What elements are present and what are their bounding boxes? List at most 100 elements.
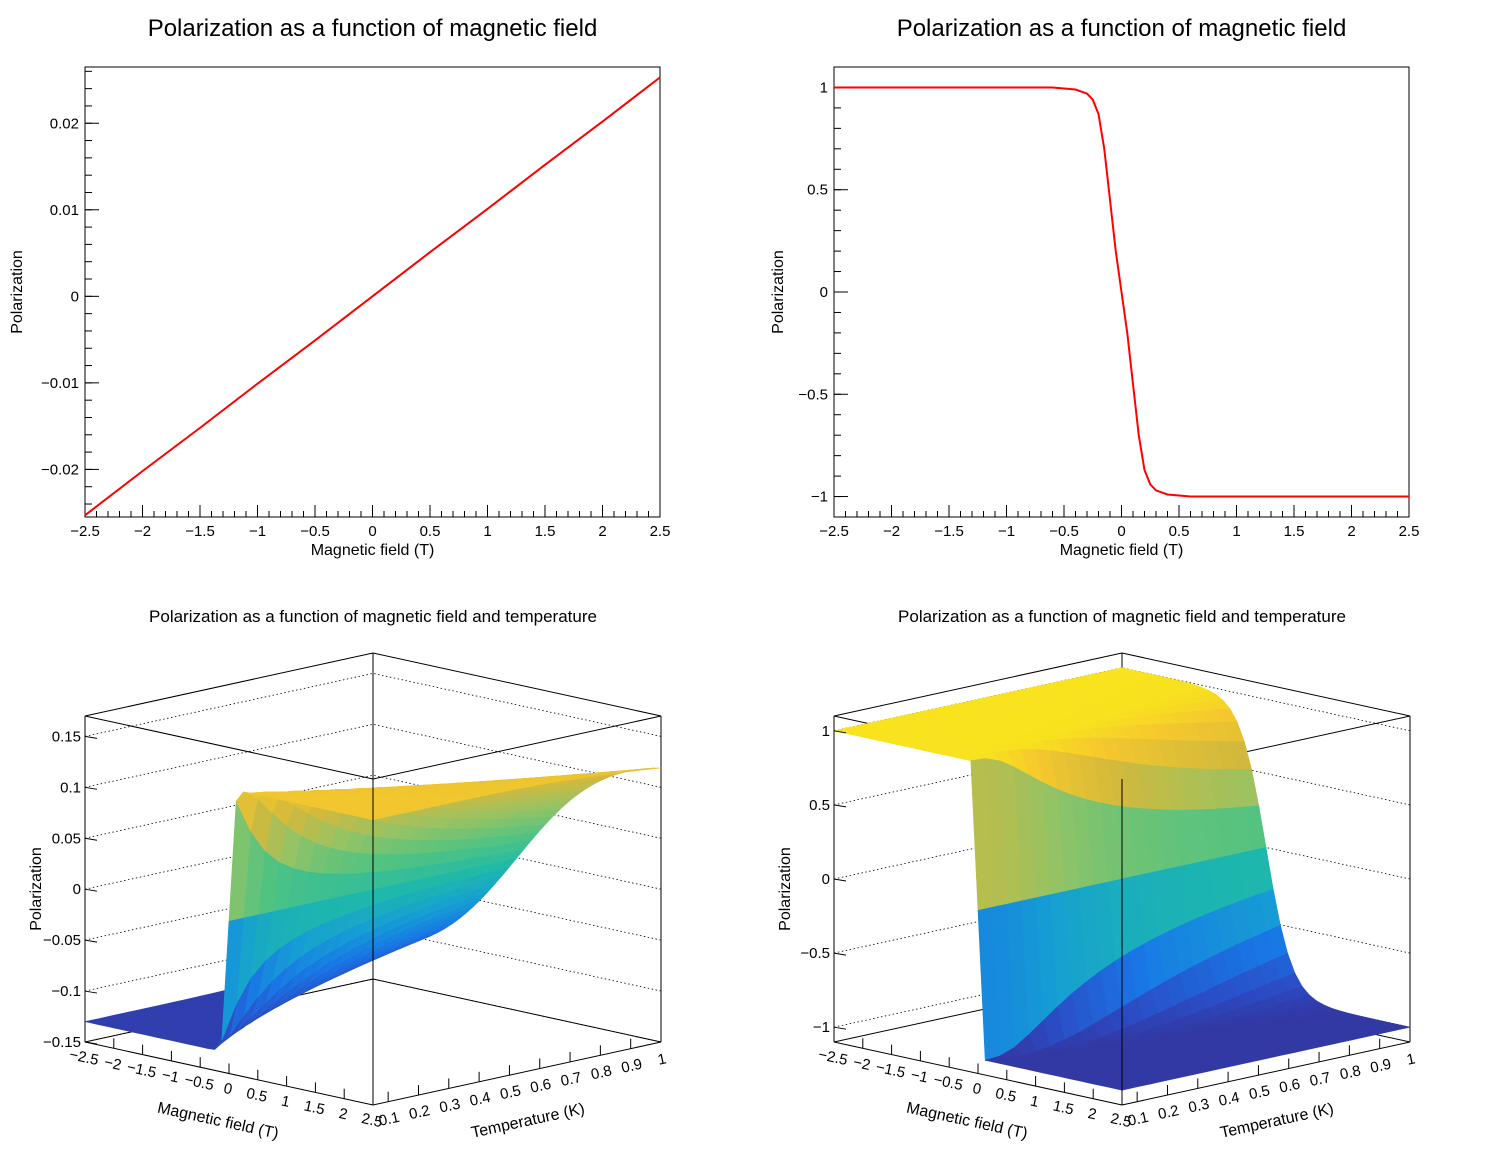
panel-top-right-line-chart: Polarization as a function of magnetic f… (770, 15, 1419, 559)
y-tick-label: 0.2 (408, 1102, 432, 1123)
z-major-tick (84, 1041, 98, 1045)
z-tick-label: 0.05 (52, 830, 81, 847)
z-tick-label: −0.5 (800, 945, 830, 962)
y-tick-label: −0.01 (41, 375, 79, 392)
x-tick-label: −0.5 (300, 523, 330, 540)
x-tick-label: 0 (368, 523, 376, 540)
chart-title: Polarization as a function of magnetic f… (898, 607, 1346, 626)
x-tick-label: −2 (852, 1054, 872, 1074)
y-tick-label: 0.4 (468, 1089, 492, 1110)
surface-patch (1114, 1085, 1137, 1091)
y-tick-label: −0.5 (798, 386, 828, 403)
x-tick-label: −2 (134, 523, 151, 540)
x-tick-label: −0.5 (1049, 523, 1079, 540)
z-tick-label: 0 (822, 871, 830, 888)
x-tick-label: −2 (883, 523, 900, 540)
chart-title: Polarization as a function of magnetic f… (897, 15, 1347, 42)
z-major-tick (833, 878, 847, 882)
y-tick-label: 0.1 (377, 1109, 401, 1130)
x-tick-label: −1.5 (185, 523, 215, 540)
y-tick-label: 0.5 (807, 182, 828, 199)
z-tick-label: 1 (822, 723, 830, 740)
y-tick-label: −1 (811, 489, 828, 506)
x-tick-label: 0 (971, 1080, 983, 1098)
x-tick-label: −0.5 (183, 1071, 216, 1094)
y-tick-label: −0.02 (41, 461, 79, 478)
y-tick-label: 0 (820, 284, 828, 301)
x-tick-label: −1 (160, 1066, 180, 1086)
chart-title: Polarization as a function of magnetic f… (149, 607, 597, 626)
x-tick-label: −0.5 (932, 1071, 965, 1094)
z-axis-label: Polarization (777, 847, 794, 931)
z-major-tick (833, 730, 847, 734)
y-tick-label: 0.6 (1278, 1076, 1302, 1097)
z-axis-label: Polarization (28, 847, 45, 931)
surface-patch (365, 814, 388, 821)
x-axis-label: Magnetic field (T) (311, 542, 435, 559)
x-tick-label: 0.5 (245, 1085, 269, 1106)
front-edge (372, 1041, 662, 1106)
x-tick-label: 2.5 (650, 523, 671, 540)
x-tick-label: 1 (280, 1093, 292, 1111)
y-tick-label: 0.8 (1338, 1062, 1362, 1083)
box-edge (833, 652, 1123, 717)
x-tick-label: −2 (103, 1054, 123, 1074)
y-tick-label: 0.6 (529, 1076, 553, 1097)
z-major-tick (84, 786, 98, 790)
y-tick-label: 1 (1405, 1050, 1417, 1068)
y-tick-label: 0.3 (1187, 1095, 1211, 1116)
box-edge (84, 652, 374, 717)
y-tick-label: 0.2 (1157, 1102, 1181, 1123)
x-tick-label: 0.5 (994, 1085, 1018, 1106)
y-tick-label: 1 (820, 79, 828, 96)
x-tick-label: 1.5 (1284, 523, 1305, 540)
x-tick-label: 0 (222, 1080, 234, 1098)
z-tick-label: 0.5 (809, 797, 830, 814)
front-edge (1121, 1041, 1411, 1106)
x-tick-label: −2.5 (819, 523, 849, 540)
z-major-tick (833, 952, 847, 956)
z-tick-label: 0.1 (60, 779, 81, 796)
y-tick-label: 0 (71, 288, 79, 305)
y-tick-label: 0.9 (620, 1056, 644, 1077)
z-tick-label: −0.1 (51, 983, 81, 1000)
y-tick-label: 0.02 (50, 115, 79, 132)
x-tick-label: 1.5 (1051, 1097, 1075, 1118)
z-major-tick (833, 1026, 847, 1030)
panel-top-left-line-chart: Polarization as a function of magnetic f… (9, 15, 670, 559)
x-tick-label: 2.5 (1399, 523, 1420, 540)
box-edge (372, 652, 662, 717)
z-tick-label: −0.15 (43, 1034, 81, 1051)
x-tick-label: 2 (598, 523, 606, 540)
y-axis-label: Polarization (9, 250, 26, 334)
z-major-tick (833, 804, 847, 808)
x-tick-label: −1 (249, 523, 266, 540)
z-tick-label: 0 (73, 881, 81, 898)
z-major-tick (84, 837, 98, 841)
y-tick-label: 0.5 (1247, 1082, 1271, 1103)
y-tick-label: 0.8 (589, 1062, 613, 1083)
x-tick-label: −1.5 (125, 1059, 158, 1082)
x-tick-label: 2.5 (360, 1110, 384, 1131)
x-tick-label: 1 (1029, 1093, 1041, 1111)
y-tick-label: 1 (656, 1050, 668, 1068)
x-tick-label: 2 (337, 1105, 349, 1123)
y-tick-label: 0.1 (1126, 1109, 1150, 1130)
z-tick-label: 0.15 (52, 728, 81, 745)
x-tick-label: 0 (1117, 523, 1125, 540)
z-major-tick (84, 735, 98, 739)
z-major-tick (84, 990, 98, 994)
x-tick-label: 2 (1086, 1105, 1098, 1123)
x-tick-label: −1 (998, 523, 1015, 540)
series-line (84, 76, 661, 517)
y-axis-label: Polarization (770, 250, 787, 334)
x-tick-label: −2.5 (817, 1046, 850, 1069)
x-tick-label: 1.5 (535, 523, 556, 540)
panel-bottom-left-surface-chart: Polarization as a function of magnetic f… (28, 607, 668, 1143)
box-edge (372, 978, 662, 1043)
x-tick-label: 2.5 (1109, 1110, 1133, 1131)
x-tick-label: 0.5 (420, 523, 441, 540)
chart-title: Polarization as a function of magnetic f… (148, 15, 598, 42)
y-tick-label: 0.4 (1217, 1089, 1241, 1110)
